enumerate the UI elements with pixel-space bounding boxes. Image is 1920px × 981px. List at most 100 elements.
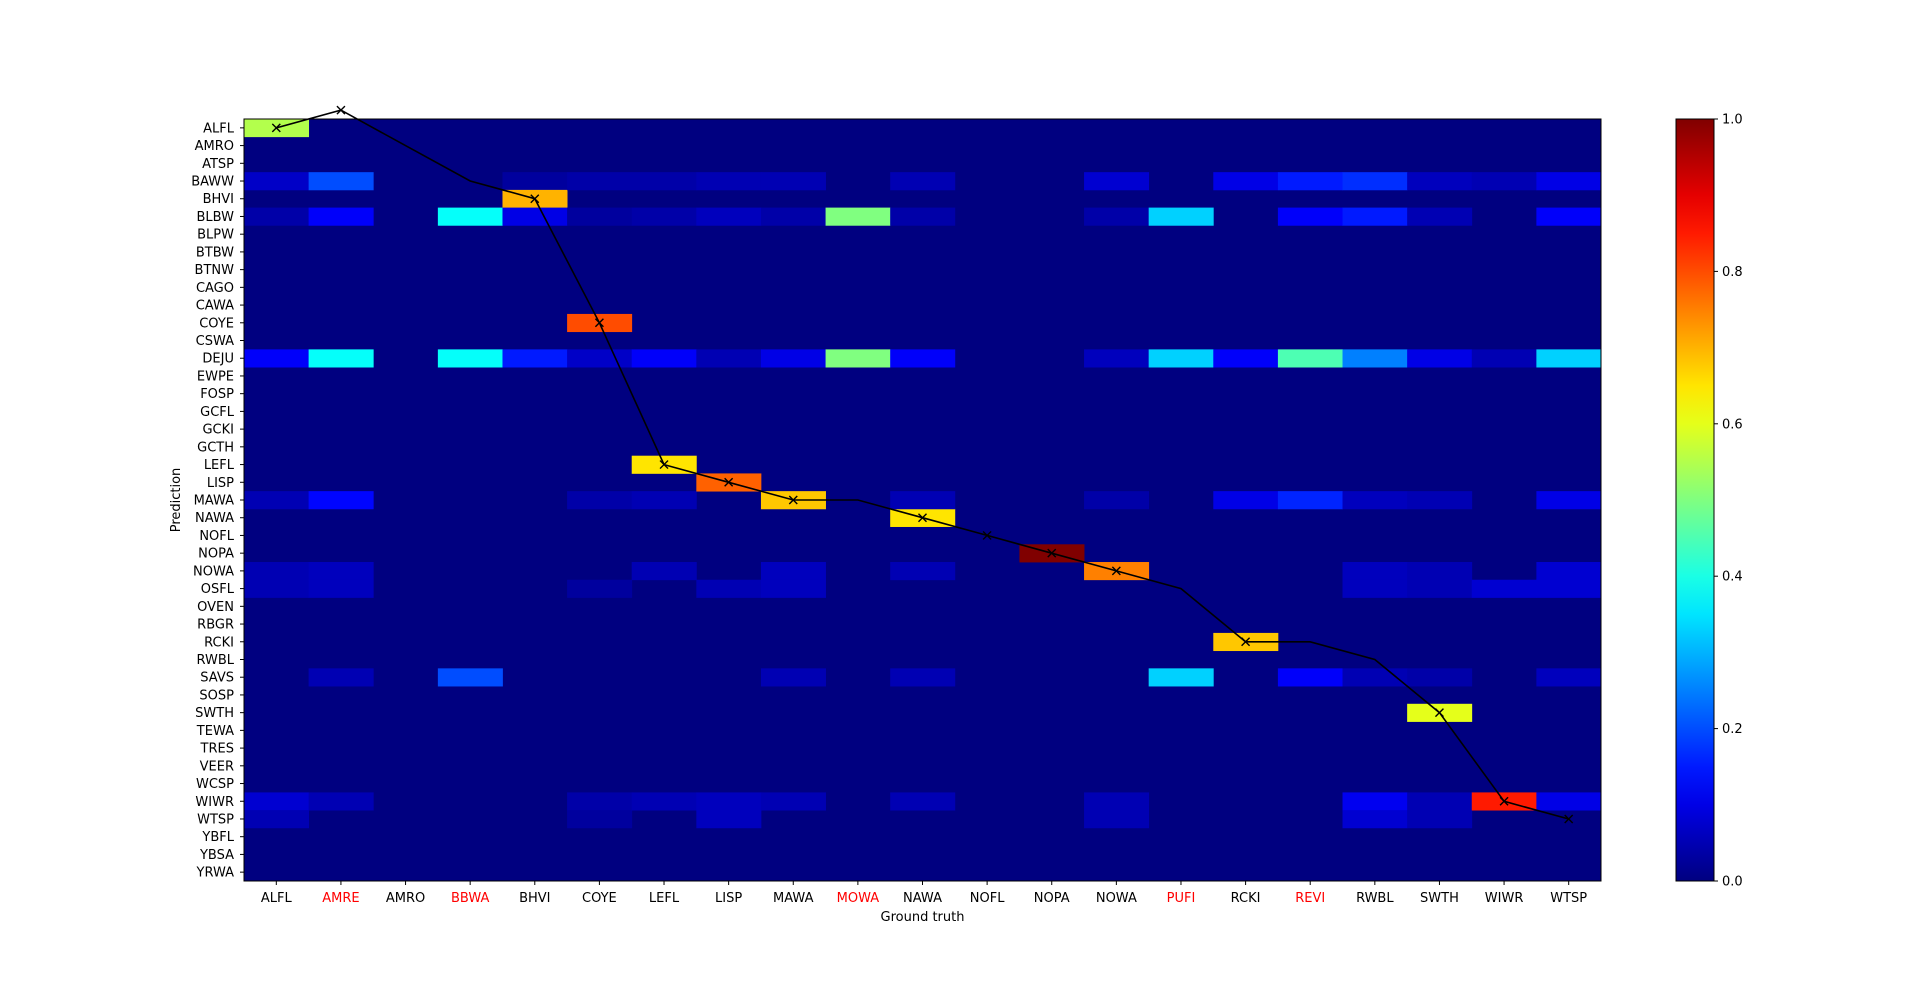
heatmap-cell-coye-mawa (567, 491, 633, 510)
heatmap-cell-swth-savs (1407, 668, 1473, 687)
x-tick-label: PUFI (1167, 891, 1196, 906)
y-tick-label: WCSP (196, 777, 234, 792)
heatmap-cell-wiwr-osfl (1471, 579, 1537, 598)
heatmap-cell-swth-osfl (1407, 579, 1473, 598)
heatmap-cell-alfl-osfl (244, 579, 310, 598)
heatmap-cell-mawa-deju (760, 349, 826, 368)
heatmap-cell-revi-mawa (1277, 491, 1343, 510)
heatmap-cell-mawa-savs (760, 668, 826, 687)
heatmap-cell-lisp-deju (696, 349, 762, 368)
heatmap-cell-mawa-baww (760, 172, 826, 191)
line-marker-nowa (1111, 566, 1121, 576)
heatmap-cell-coye-deju (567, 349, 633, 368)
y-tick-label: MAWA (194, 494, 235, 509)
x-tick-label: MAWA (773, 891, 814, 906)
y-tick-label: YRWA (196, 866, 235, 881)
heatmap-cell-amre-blbw (308, 207, 374, 226)
line-marker-wiwr (1499, 796, 1509, 806)
y-tick-label: NOFL (199, 529, 234, 544)
y-tick-label: BLPW (197, 228, 234, 243)
heatmap-cell-coye-wiwr (567, 792, 633, 811)
heatmap-cell-nowa-baww (1084, 172, 1150, 191)
y-tick-label: OVEN (197, 600, 234, 615)
heatmap-cell-alfl-nowa (244, 562, 310, 581)
y-tick-label: GCKI (202, 423, 234, 438)
heatmap-cell-rcki-baww (1213, 172, 1279, 191)
heatmap-cell-alfl-deju (244, 349, 310, 368)
y-tick-label: YBFL (201, 830, 234, 845)
colorbar-ticks: 0.0 0.2 0.4 0.6 0.8 1.0 (1714, 113, 1743, 890)
heatmap-cell-wtsp-nowa (1536, 562, 1602, 581)
heatmap-cell-mowa-deju (825, 349, 891, 368)
y-tick-label: SOSP (199, 688, 234, 703)
y-tick-label: RWBL (196, 653, 234, 668)
heatmap-cell-amre-deju (308, 349, 374, 368)
y-tick-label: VEER (200, 759, 234, 774)
x-tick-label: SWTH (1420, 891, 1459, 906)
heatmap-cell-rwbl-blbw (1342, 207, 1408, 226)
y-tick-label: CAWA (196, 299, 234, 314)
y-tick-label: LEFL (204, 458, 235, 473)
heatmap-cell-rwbl-wtsp (1342, 810, 1408, 829)
colorbar-tick-label: 1.0 (1722, 113, 1743, 128)
x-axis-label: Ground truth (881, 910, 965, 925)
heatmap-cell-alfl-mawa (244, 491, 310, 510)
heatmap-cells (244, 119, 1602, 881)
heatmap-cell-nawa-nowa (890, 562, 956, 581)
heatmap-cell-coye-wtsp (567, 810, 633, 829)
heatmap-cell-rwbl-wiwr (1342, 792, 1408, 811)
heatmap-cell-rwbl-nowa (1342, 562, 1408, 581)
heatmap-cell-amre-osfl (308, 579, 374, 598)
heatmap-cell-wtsp-mawa (1536, 491, 1602, 510)
heatmap-cell-rwbl-osfl (1342, 579, 1408, 598)
line-marker-nawa (918, 513, 927, 523)
x-tick-label: NAWA (903, 891, 942, 906)
x-tick-label: LISP (715, 891, 742, 906)
heatmap-cell-swth-nowa (1407, 562, 1473, 581)
y-tick-label: DEJU (202, 352, 234, 367)
colorbar-tick-label: 0.8 (1722, 265, 1743, 280)
y-tick-label: NOPA (198, 547, 234, 562)
y-tick-label: CAGO (196, 281, 234, 296)
heatmap-cell-lisp-wiwr (696, 792, 762, 811)
y-tick-label: NAWA (195, 511, 234, 526)
y-tick-label: BTBW (196, 245, 234, 260)
heatmap-cell-nowa-wiwr (1084, 792, 1150, 811)
heatmap-cell-nawa-baww (890, 172, 956, 191)
heatmap-cell-swth-baww (1407, 172, 1473, 191)
heatmap-cell-swth-mawa (1407, 491, 1473, 510)
diagonal-line (271, 105, 1574, 824)
heatmap-cell-wiwr-baww (1471, 172, 1537, 191)
heatmap-cell-bbwa-savs (437, 668, 503, 687)
line-marker-swth (1434, 708, 1444, 718)
line-marker-bhvi (530, 194, 540, 204)
heatmap-cell-coye-osfl (567, 579, 633, 598)
x-tick-label: BBWA (451, 891, 490, 906)
heatmap-cell-mawa-blbw (760, 207, 826, 226)
x-tick-label: MOWA (837, 891, 880, 906)
line-marker-coye (594, 318, 604, 328)
heatmap-cell-lefl-blbw (631, 207, 697, 226)
line-marker-nopa (1047, 548, 1057, 558)
heatmap-cell-revi-savs (1277, 668, 1343, 687)
x-tick-label: REVI (1295, 891, 1325, 906)
line-marker-lefl (659, 460, 669, 470)
y-tick-label: TEWA (196, 724, 234, 739)
x-tick-label: COYE (582, 891, 617, 906)
heatmap-cell-pufi-blbw (1148, 207, 1214, 226)
heatmap-cell-mawa-nowa (760, 562, 826, 581)
y-tick-label: CSWA (196, 334, 234, 349)
x-tick-label: NOWA (1096, 891, 1137, 906)
x-tick-label: NOFL (970, 891, 1005, 906)
heatmap-cell-rwbl-mawa (1342, 491, 1408, 510)
heatmap-cell-alfl-wiwr (244, 792, 310, 811)
x-tick-label: AMRO (386, 891, 425, 906)
heatmap-cell-amre-nowa (308, 562, 374, 581)
y-tick-label: WIWR (195, 795, 234, 810)
y-tick-label: NOWA (193, 564, 234, 579)
heatmap-cell-mowa-blbw (825, 207, 891, 226)
heatmap-cell-rwbl-baww (1342, 172, 1408, 191)
heatmap-cell-wtsp-deju (1536, 349, 1602, 368)
heatmap-cell-wtsp-blbw (1536, 207, 1602, 226)
y-tick-label: LISP (207, 476, 234, 491)
